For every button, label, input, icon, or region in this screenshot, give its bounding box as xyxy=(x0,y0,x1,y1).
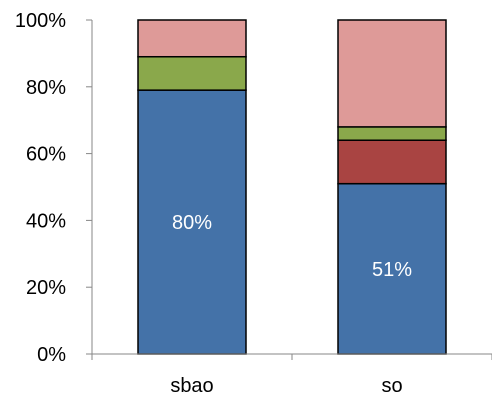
bar-segment-so-0 xyxy=(337,182,447,355)
x-tick-label-sbao: sbao xyxy=(170,375,213,397)
y-tick-label: 20% xyxy=(26,277,66,299)
y-tick-label: 0% xyxy=(37,344,66,366)
y-tick-label: 100% xyxy=(15,10,66,32)
bar-segment-so-1 xyxy=(337,139,447,185)
data-label-so: 51% xyxy=(372,259,412,281)
bars-group xyxy=(137,19,447,355)
y-tick-label: 60% xyxy=(26,144,66,166)
bar-segment-so-2 xyxy=(337,126,447,141)
data-labels-group: 80% 51% xyxy=(172,212,412,281)
bar-segment-sbao-2 xyxy=(137,55,247,91)
y-tick-label: 40% xyxy=(26,210,66,232)
y-ticks-group: 0% 20% 40% 60% 80% 100% xyxy=(15,10,92,366)
y-tick-label: 80% xyxy=(26,77,66,99)
x-ticks-group: sbao so xyxy=(91,354,492,397)
data-label-sbao: 80% xyxy=(172,212,212,234)
bar-segment-sbao-0 xyxy=(137,89,247,355)
bar-segment-sbao-3 xyxy=(137,19,247,58)
bar-segment-so-3 xyxy=(337,19,447,128)
x-tick-label-so: so xyxy=(381,375,402,397)
